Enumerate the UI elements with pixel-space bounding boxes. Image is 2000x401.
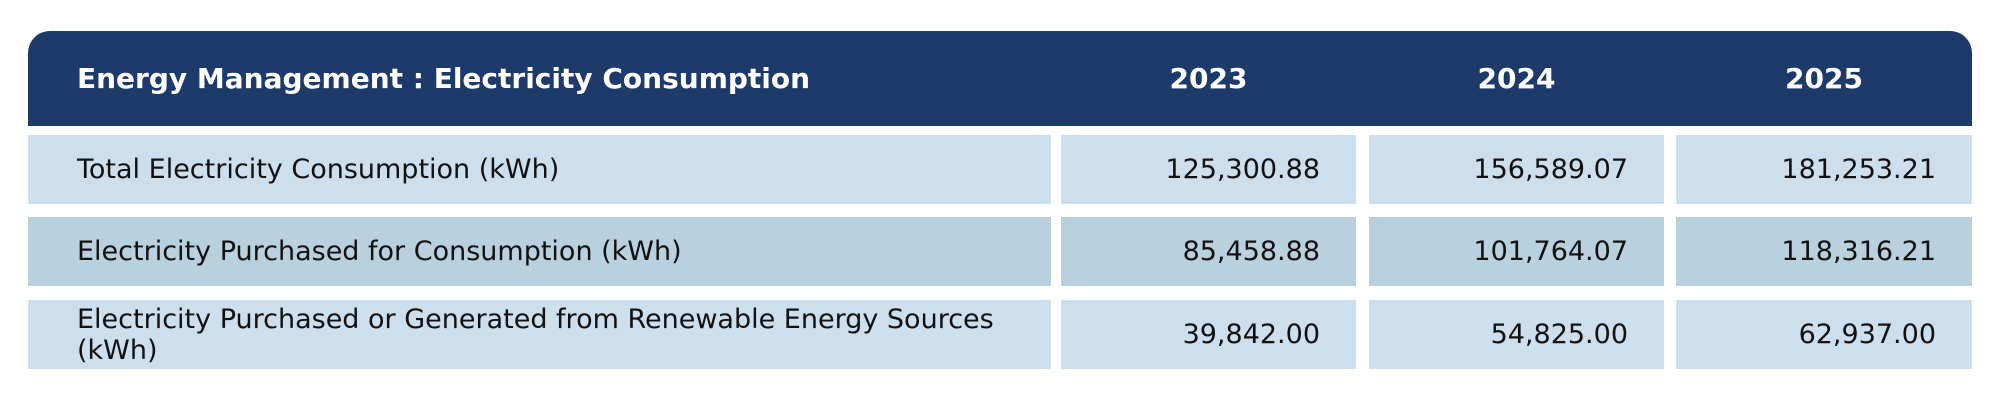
header-year: 2024 [1477, 62, 1556, 95]
row-value: 39,842.00 [1061, 300, 1356, 369]
header-year: 2023 [1169, 62, 1248, 95]
row-value: 62,937.00 [1676, 300, 1972, 369]
header-title: Energy Management : Electricity Consumpt… [77, 62, 811, 95]
row-label: Electricity Purchased for Consumption (k… [28, 217, 1051, 286]
row-value: 54,825.00 [1369, 300, 1664, 369]
header-bar [28, 31, 1972, 126]
header-year: 2025 [1785, 62, 1863, 95]
row-label: Electricity Purchased or Generated from … [28, 300, 1051, 369]
row-label: Total Electricity Consumption (kWh) [28, 135, 1051, 204]
row-value: 118,316.21 [1676, 217, 1972, 286]
row-value: 125,300.88 [1061, 135, 1356, 204]
row-value: 181,253.21 [1676, 135, 1972, 204]
row-value: 156,589.07 [1369, 135, 1664, 204]
row-value: 85,458.88 [1061, 217, 1356, 286]
row-value: 101,764.07 [1369, 217, 1664, 286]
